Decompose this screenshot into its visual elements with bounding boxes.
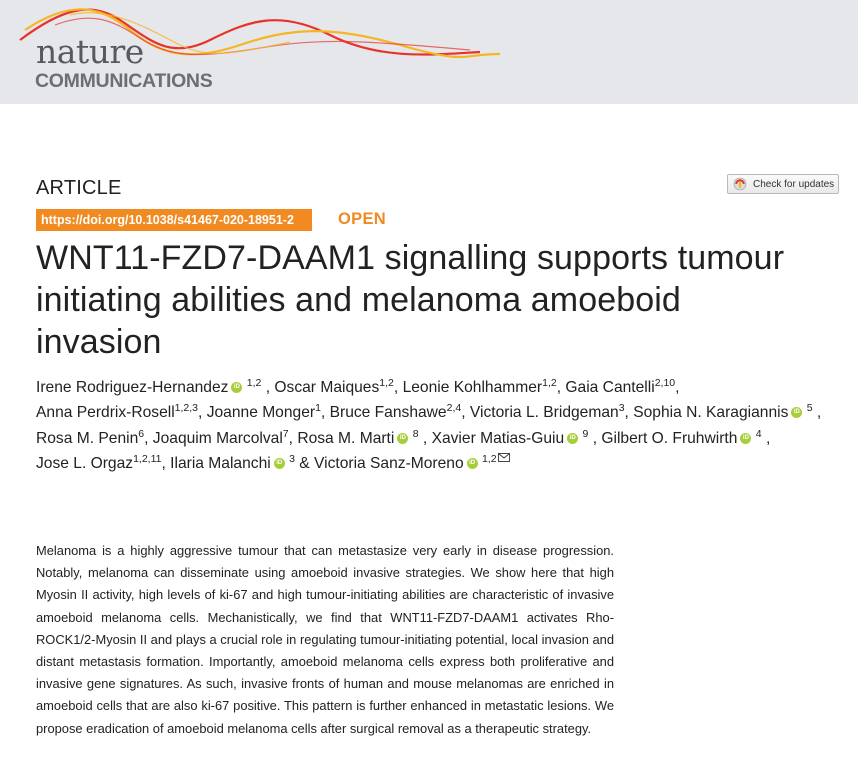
affiliation-numbers[interactable]: 6 bbox=[138, 427, 145, 440]
author-name[interactable]: Oscar Maiques bbox=[274, 379, 380, 396]
author[interactable]: Jose L. Orgaz1,2,11 bbox=[36, 452, 162, 472]
author-name[interactable]: Joanne Monger bbox=[206, 404, 316, 422]
author[interactable]: Ilaria Malanchi 3 bbox=[170, 452, 299, 472]
orcid-icon[interactable] bbox=[791, 407, 803, 419]
orcid-icon[interactable] bbox=[740, 432, 752, 444]
author-name[interactable]: Gilbert O. Fruhwirth bbox=[601, 429, 738, 447]
affiliation-numbers[interactable]: 8 bbox=[412, 427, 419, 440]
author-separator: , bbox=[675, 379, 680, 396]
affiliation-numbers[interactable]: 1,2 bbox=[542, 377, 557, 389]
author[interactable]: Rosa M. Penin6 bbox=[36, 427, 145, 447]
author[interactable]: Gilbert O. Fruhwirth 4 bbox=[601, 427, 766, 447]
mail-icon[interactable] bbox=[497, 452, 510, 462]
author-name[interactable]: Xavier Matias-Guiu bbox=[431, 429, 565, 447]
author-name[interactable]: Victoria L. Bridgeman bbox=[469, 404, 619, 422]
check-updates-label: Check for updates bbox=[753, 178, 835, 190]
author-separator: , bbox=[765, 429, 771, 447]
author[interactable]: Rosa M. Marti 8 bbox=[297, 427, 423, 447]
author-name[interactable]: Gaia Cantelli bbox=[565, 379, 655, 396]
affiliation-numbers[interactable]: 3 bbox=[618, 402, 625, 415]
affiliation-numbers[interactable]: 1,2,11 bbox=[133, 452, 162, 465]
affiliation-numbers[interactable]: 2,10 bbox=[654, 377, 676, 389]
check-for-updates-button[interactable]: Check for updates bbox=[727, 174, 839, 194]
author-separator: , bbox=[461, 404, 470, 422]
author-name[interactable]: Jose L. Orgaz bbox=[36, 454, 134, 472]
author-list: Irene Rodriguez-Hernandez 1,2 , Oscar Ma… bbox=[36, 375, 836, 476]
author-name[interactable]: Irene Rodriguez-Hernandez bbox=[36, 379, 229, 396]
open-access-badge: OPEN bbox=[338, 210, 386, 228]
author-name[interactable]: Joaquim Marcolval bbox=[152, 429, 283, 447]
doi-text: https://doi.org/10.1038/s41467-020-18951… bbox=[41, 213, 294, 227]
author-separator: , bbox=[393, 379, 403, 396]
author[interactable]: Leonie Kohlhammer1,2 bbox=[402, 377, 557, 396]
author-separator: , bbox=[422, 429, 432, 447]
author[interactable]: Joaquim Marcolval7 bbox=[152, 427, 289, 447]
author[interactable]: Oscar Maiques1,2 bbox=[274, 377, 394, 396]
affiliation-numbers[interactable]: 1,2,3 bbox=[174, 402, 199, 415]
journal-banner: nature COMMUNICATIONS bbox=[0, 0, 858, 104]
author-name[interactable]: Victoria Sanz-Moreno bbox=[313, 454, 464, 472]
affiliation-numbers[interactable]: 5 bbox=[806, 402, 813, 415]
author[interactable]: Anna Perdrix-Rosell1,2,3 bbox=[36, 402, 199, 422]
check-updates-icon bbox=[733, 177, 747, 191]
author-separator: , bbox=[161, 454, 171, 472]
orcid-icon[interactable] bbox=[231, 382, 243, 393]
author-separator: , bbox=[816, 404, 822, 422]
author[interactable]: Gaia Cantelli2,10 bbox=[565, 377, 676, 396]
author-separator: , bbox=[265, 379, 275, 396]
author[interactable]: Victoria L. Bridgeman3 bbox=[469, 402, 625, 422]
author-name[interactable]: Ilaria Malanchi bbox=[170, 454, 271, 472]
author-separator: , bbox=[144, 429, 153, 447]
abstract: Melanoma is a highly aggressive tumour t… bbox=[36, 543, 614, 736]
doi-link[interactable]: https://doi.org/10.1038/s41467-020-18951… bbox=[36, 209, 312, 231]
affiliation-numbers[interactable]: 9 bbox=[582, 427, 589, 440]
author[interactable]: Victoria Sanz-Moreno 1,2 bbox=[313, 452, 510, 472]
author-separator: , bbox=[556, 379, 566, 396]
article-type: ARTICLE bbox=[36, 177, 122, 199]
author-separator: , bbox=[288, 429, 298, 447]
author-name[interactable]: Bruce Fanshawe bbox=[329, 404, 447, 422]
affiliation-numbers[interactable]: 1,2 bbox=[379, 377, 394, 389]
author-separator: , bbox=[624, 404, 634, 422]
author-separator: , bbox=[198, 404, 207, 422]
journal-name-bottom[interactable]: COMMUNICATIONS bbox=[35, 70, 213, 92]
author[interactable]: Irene Rodriguez-Hernandez 1,2 bbox=[36, 377, 266, 396]
orcid-icon[interactable] bbox=[466, 457, 478, 469]
affiliation-numbers[interactable]: 4 bbox=[755, 427, 762, 440]
affiliation-numbers[interactable]: 1,2 bbox=[481, 452, 497, 465]
orcid-icon[interactable] bbox=[273, 457, 285, 469]
orcid-icon[interactable] bbox=[397, 432, 409, 444]
affiliation-numbers[interactable]: 7 bbox=[282, 427, 289, 440]
author-name[interactable]: Anna Perdrix-Rosell bbox=[36, 404, 175, 422]
author-separator: & bbox=[299, 454, 314, 472]
wave-logo-icon bbox=[19, 8, 501, 59]
affiliation-numbers[interactable]: 3 bbox=[289, 452, 295, 465]
affiliation-numbers[interactable]: 1 bbox=[315, 402, 321, 415]
author[interactable]: Xavier Matias-Guiu 9 bbox=[431, 427, 593, 447]
affiliation-numbers[interactable]: 1,2 bbox=[246, 377, 262, 389]
author[interactable]: Bruce Fanshawe2,4 bbox=[329, 402, 462, 422]
journal-name-top[interactable]: nature bbox=[36, 32, 144, 71]
author-name[interactable]: Rosa M. Penin bbox=[36, 429, 139, 447]
article-title: WNT11-FZD7-DAAM1 signalling supports tum… bbox=[36, 239, 785, 361]
author[interactable]: Joanne Monger1 bbox=[206, 402, 321, 422]
author[interactable]: Sophia N. Karagiannis 5 bbox=[633, 402, 817, 422]
author-name[interactable]: Sophia N. Karagiannis bbox=[633, 404, 789, 422]
author-separator: , bbox=[320, 404, 330, 422]
author-name[interactable]: Leonie Kohlhammer bbox=[402, 379, 543, 396]
author-name[interactable]: Rosa M. Marti bbox=[297, 429, 395, 447]
orcid-icon[interactable] bbox=[567, 432, 579, 444]
author-separator: , bbox=[592, 429, 602, 447]
affiliation-numbers[interactable]: 2,4 bbox=[446, 402, 462, 415]
